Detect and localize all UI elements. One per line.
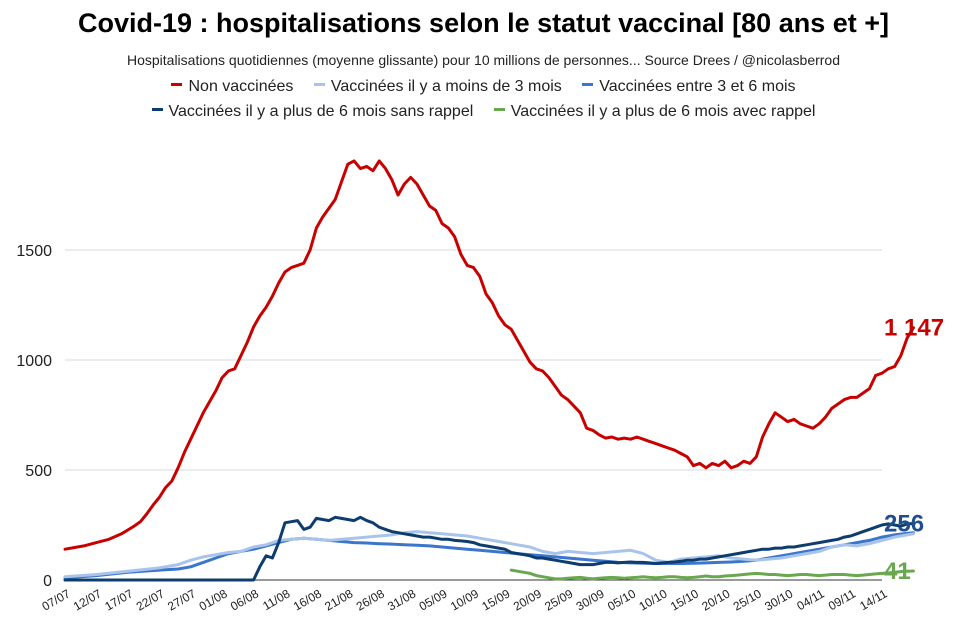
legend-swatch-3-6-mois bbox=[582, 83, 594, 87]
x-tick-label: 07/07 bbox=[39, 586, 72, 613]
series-line-3 bbox=[63, 515, 915, 582]
x-tick-label: 27/07 bbox=[165, 586, 198, 613]
y-tick-label: 500 bbox=[25, 463, 52, 480]
legend-label-3-6-mois: Vaccinées entre 3 et 6 mois bbox=[599, 78, 796, 95]
x-tick-label: 10/10 bbox=[637, 586, 670, 613]
legend-entry-3-6-mois: Vaccinées entre 3 et 6 mois bbox=[582, 78, 796, 96]
x-tick-label: 30/09 bbox=[574, 586, 607, 613]
legend-entry-plus-6-mois-sans-rappel: Vaccinées il y a plus de 6 mois sans rap… bbox=[151, 103, 474, 121]
x-tick-label: 31/08 bbox=[385, 586, 418, 613]
x-tick-label: 10/09 bbox=[448, 586, 481, 613]
x-tick-label: 17/07 bbox=[102, 586, 135, 613]
end-label-series-3: 256 bbox=[884, 511, 924, 538]
legend-label-plus-6-mois-sans-rappel: Vaccinées il y a plus de 6 mois sans rap… bbox=[168, 103, 474, 120]
legend-entry-non-vaccinees: Non vaccinées bbox=[171, 78, 293, 96]
end-labels: 1 147 256 41 bbox=[884, 315, 944, 585]
series-lines bbox=[63, 159, 915, 582]
legend-label-moins-3-mois: Vaccinées il y a moins de 3 mois bbox=[330, 78, 562, 95]
end-label-series-4: 41 bbox=[884, 558, 911, 585]
x-tick-label: 09/11 bbox=[826, 586, 859, 613]
x-tick-label: 06/08 bbox=[228, 586, 261, 613]
x-tick-label: 01/08 bbox=[197, 586, 230, 613]
legend-row-1: Non vaccinées Vaccinées il y a moins de … bbox=[0, 78, 967, 96]
y-tick-label: 1500 bbox=[16, 243, 52, 260]
x-tick-label: 15/10 bbox=[668, 586, 701, 613]
legend-entry-moins-3-mois: Vaccinées il y a moins de 3 mois bbox=[313, 78, 562, 96]
y-tick-label: 1000 bbox=[16, 353, 52, 370]
legend-swatch-plus-6-mois-avec-rappel bbox=[493, 108, 505, 112]
series-line-1 bbox=[63, 530, 915, 579]
x-tick-label: 20/10 bbox=[699, 586, 732, 613]
x-tick-label: 05/10 bbox=[605, 586, 638, 613]
end-label-series-0: 1 147 bbox=[884, 315, 944, 342]
x-tick-label: 11/08 bbox=[260, 586, 293, 613]
chart-subtitle: Hospitalisations quotidiennes (moyenne g… bbox=[126, 52, 841, 68]
x-tick-label: 30/10 bbox=[762, 586, 795, 613]
x-tick-label: 16/08 bbox=[291, 586, 324, 613]
x-tick-label: 04/11 bbox=[794, 586, 827, 613]
x-tick-label: 20/09 bbox=[511, 586, 544, 613]
legend-label-non-vaccinees: Non vaccinées bbox=[188, 78, 294, 95]
x-tick-label: 22/07 bbox=[134, 586, 167, 613]
x-tick-label: 26/08 bbox=[354, 586, 387, 613]
x-tick-label: 25/10 bbox=[731, 586, 764, 613]
legend-swatch-moins-3-mois bbox=[313, 83, 325, 87]
grid-lines bbox=[65, 249, 882, 581]
series-line-0 bbox=[63, 159, 915, 551]
series-line-4 bbox=[509, 568, 915, 581]
x-tick-label: 21/08 bbox=[322, 586, 355, 613]
x-tick-label: 12/07 bbox=[71, 586, 104, 613]
x-tick-label: 05/09 bbox=[417, 586, 450, 613]
y-tick-label: 0 bbox=[43, 573, 52, 590]
y-axis-ticks: 0 500 1000 1500 bbox=[16, 243, 52, 590]
legend-swatch-plus-6-mois-sans-rappel bbox=[151, 108, 163, 112]
x-tick-label: 14/11 bbox=[857, 586, 890, 613]
legend-row-2: Vaccinées il y a plus de 6 mois sans rap… bbox=[0, 103, 967, 121]
legend-entry-plus-6-mois-avec-rappel: Vaccinées il y a plus de 6 mois avec rap… bbox=[493, 103, 816, 121]
chart-title: Covid-19 : hospitalisations selon le sta… bbox=[78, 8, 889, 38]
x-tick-label: 25/09 bbox=[542, 586, 575, 613]
legend-swatch-non-vaccinees bbox=[171, 83, 183, 87]
legend-label-plus-6-mois-avec-rappel: Vaccinées il y a plus de 6 mois avec rap… bbox=[510, 103, 816, 120]
x-tick-label: 15/09 bbox=[479, 586, 512, 613]
